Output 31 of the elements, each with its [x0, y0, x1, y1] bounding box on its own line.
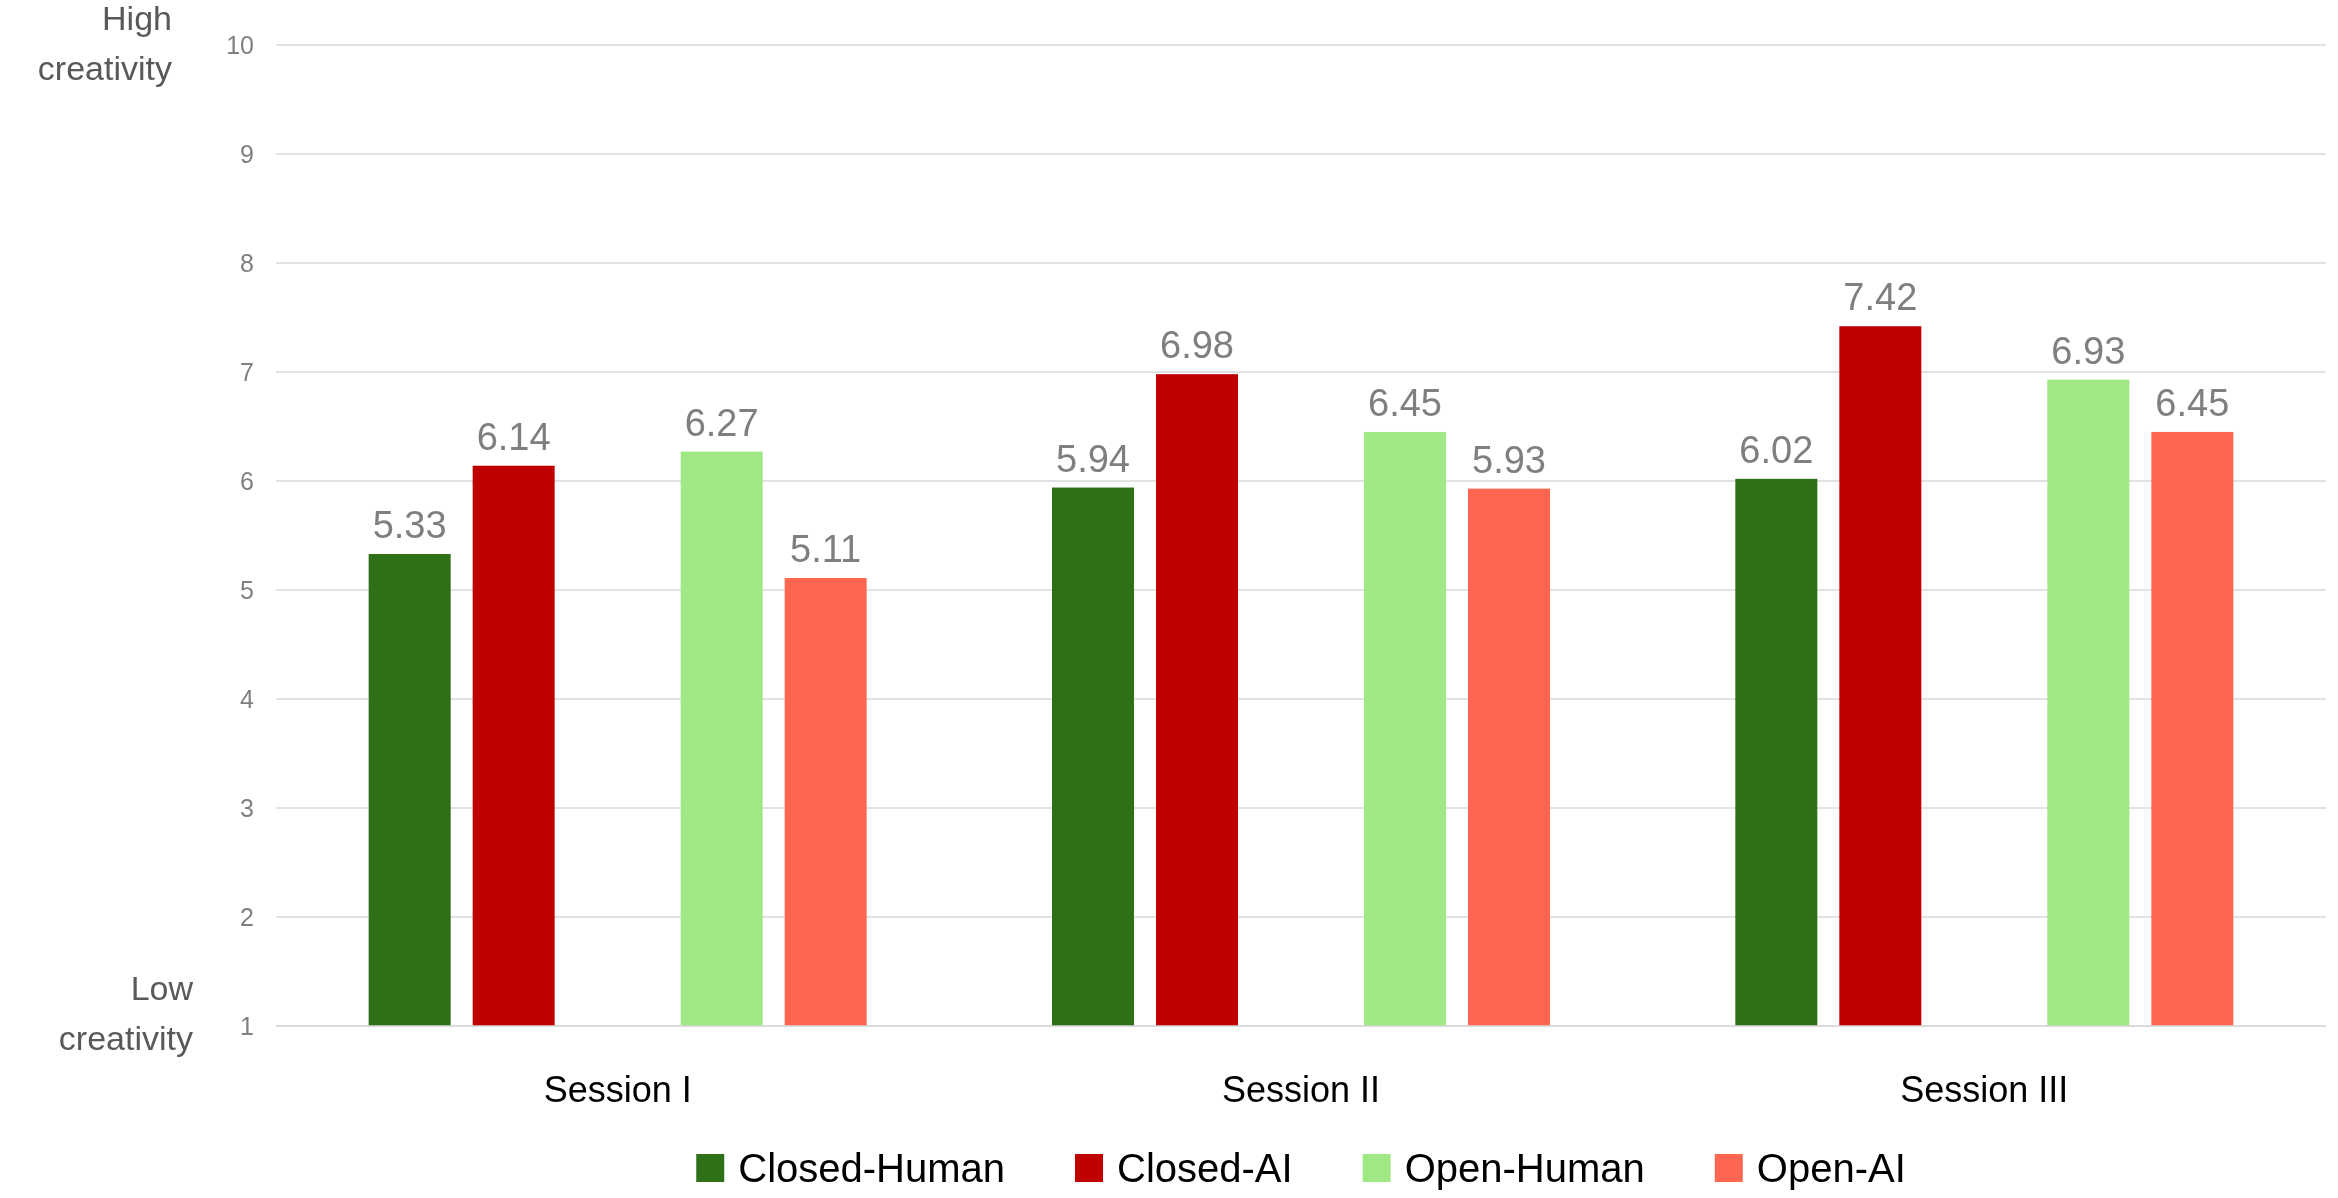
x-tick-label: Session III — [1900, 1069, 2069, 1110]
data-label: 6.27 — [684, 401, 759, 444]
data-label: 7.42 — [1843, 276, 1918, 319]
text: Low creativity — [58, 969, 194, 1057]
data-label: 6.14 — [476, 415, 551, 458]
data-label: 6.02 — [1739, 428, 1814, 471]
y-tick-label: 5 — [240, 575, 254, 604]
data-label: 6.45 — [1368, 381, 1442, 424]
legend-label: Open-Human — [1404, 1146, 1645, 1190]
data-label: 5.94 — [1056, 437, 1130, 480]
y-tick-label: 1 — [240, 1011, 254, 1040]
data-label: 6.93 — [2051, 329, 2126, 372]
y-tick-label: 7 — [240, 357, 254, 386]
data-label: 6.45 — [2155, 381, 2230, 424]
y-tick-label: 3 — [240, 793, 254, 822]
y-tick-label: 8 — [240, 248, 254, 277]
data-label: 5.11 — [790, 528, 862, 571]
text: High creativity — [37, 0, 172, 87]
y-tick-label: 2 — [240, 902, 254, 931]
legend-label: Closed-Human — [738, 1146, 1006, 1190]
x-tick-label: Session II — [1221, 1069, 1381, 1110]
x-tick-label: Session I — [543, 1069, 692, 1110]
y-tick-label: 4 — [240, 684, 255, 713]
legend-label: Open-AI — [1756, 1146, 1906, 1190]
legend-label: Closed-AI — [1117, 1146, 1293, 1190]
y-tick-label: 9 — [240, 139, 254, 168]
data-label: 5.33 — [372, 504, 447, 547]
data-label: 5.93 — [1472, 438, 1546, 481]
y-tick-label: 6 — [240, 466, 254, 495]
data-label: 6.98 — [1160, 324, 1234, 367]
y-tick-label: 10 — [226, 30, 254, 59]
